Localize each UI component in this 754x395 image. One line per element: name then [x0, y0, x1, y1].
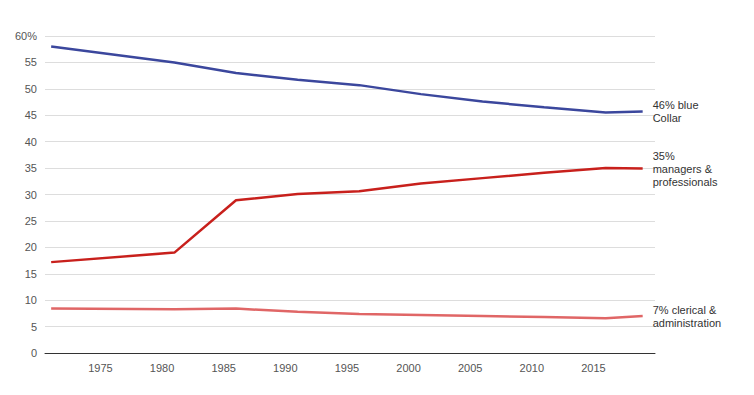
svg-text:5: 5: [31, 321, 37, 333]
svg-text:1975: 1975: [88, 362, 112, 374]
svg-text:1995: 1995: [335, 362, 359, 374]
svg-text:30: 30: [25, 189, 37, 201]
svg-text:35%: 35%: [653, 150, 678, 162]
svg-text:10: 10: [25, 294, 37, 306]
svg-text:40: 40: [25, 136, 37, 148]
svg-text:managers &: managers &: [653, 163, 715, 175]
svg-text:15: 15: [25, 268, 37, 280]
svg-text:1980: 1980: [150, 362, 174, 374]
svg-text:0: 0: [31, 347, 37, 359]
svg-text:Collar: Collar: [653, 112, 682, 124]
svg-text:2010: 2010: [520, 362, 544, 374]
svg-text:7% clerical &: 7% clerical &: [653, 304, 720, 316]
svg-text:1985: 1985: [211, 362, 235, 374]
svg-text:25: 25: [25, 215, 37, 227]
svg-text:2000: 2000: [396, 362, 420, 374]
svg-text:50: 50: [25, 83, 37, 95]
svg-text:20: 20: [25, 241, 37, 253]
svg-text:55: 55: [25, 56, 37, 68]
svg-text:2005: 2005: [458, 362, 482, 374]
svg-text:35: 35: [25, 162, 37, 174]
svg-text:60%: 60%: [15, 30, 37, 42]
svg-text:professionals: professionals: [653, 176, 718, 188]
svg-text:46% blue: 46% blue: [653, 99, 702, 111]
svg-text:45: 45: [25, 109, 37, 121]
svg-text:administration: administration: [653, 317, 721, 329]
svg-text:2015: 2015: [581, 362, 605, 374]
svg-text:1990: 1990: [273, 362, 297, 374]
